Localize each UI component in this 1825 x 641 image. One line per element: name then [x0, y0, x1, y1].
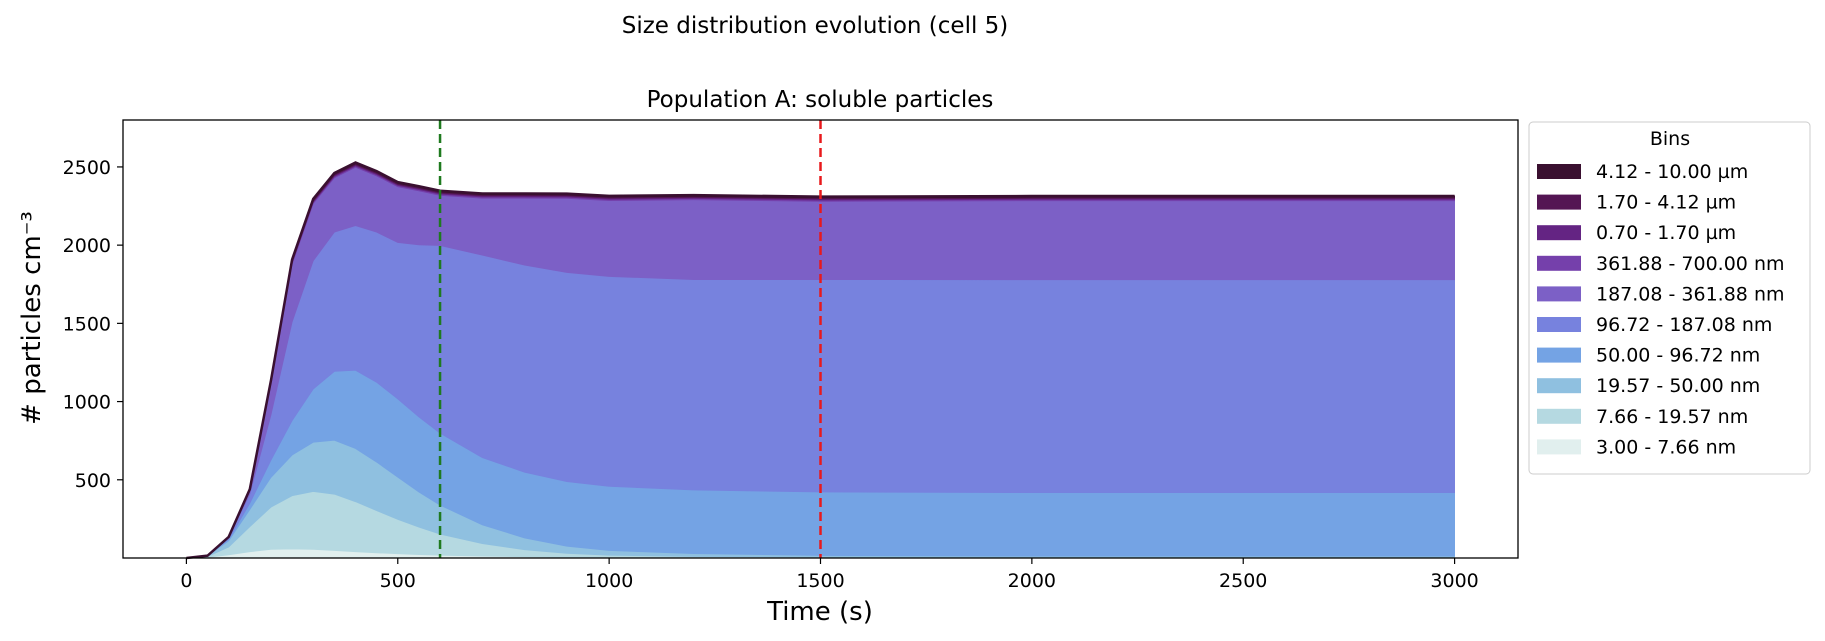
x-tick-label: 2000 [1008, 570, 1056, 592]
y-tick-label: 2000 [63, 235, 111, 257]
legend-swatch [1537, 317, 1581, 332]
y-tick-label: 2500 [63, 157, 111, 179]
legend-label: 1.70 - 4.12 µm [1596, 192, 1736, 214]
y-tick-label: 500 [75, 470, 111, 492]
legend-title: Bins [1650, 128, 1690, 150]
legend-label: 3.00 - 7.66 nm [1596, 436, 1736, 458]
legend-label: 19.57 - 50.00 nm [1596, 375, 1760, 397]
legend-items: 4.12 - 10.00 µm 1.70 - 4.12 µm 0.70 - 1.70… [1537, 161, 1785, 458]
reference-lines [438, 120, 822, 558]
total-outline [186, 161, 1455, 560]
x-axis-ticks: 0 500 1000 1500 2000 2500 3000 [180, 558, 1479, 592]
x-tick-label: 1000 [585, 570, 633, 592]
legend-swatch [1537, 408, 1581, 424]
legend-label: 96.72 - 187.08 nm [1596, 314, 1772, 336]
legend-swatch [1537, 439, 1581, 455]
x-axis-label: Time (s) [766, 597, 873, 627]
x-tick-label: 3000 [1430, 570, 1478, 592]
legend-label: 187.08 - 361.88 nm [1596, 283, 1785, 305]
legend-frame [1528, 121, 1811, 475]
chart-title: Population A: soluble particles [647, 87, 994, 113]
legend-label: 50.00 - 96.72 nm [1596, 345, 1760, 367]
legend-swatch [1537, 164, 1581, 179]
legend: Bins 4.12 - 10.00 µm 1.70 - 4.12 µm 0.70 -… [1528, 121, 1811, 475]
y-tick-label: 1000 [63, 392, 111, 414]
legend-swatch [1537, 225, 1581, 241]
figure-suptitle: Size distribution evolution (cell 5) [622, 13, 1009, 39]
legend-swatch [1537, 347, 1581, 363]
legend-swatch [1537, 378, 1581, 394]
legend-label: 7.66 - 19.57 nm [1596, 406, 1748, 428]
y-axis-label: # particles cm⁻³ [17, 211, 47, 425]
legend-swatch [1537, 255, 1581, 271]
y-axis-ticks: 500 1000 1500 2000 2500 [63, 157, 123, 492]
x-tick-label: 500 [380, 570, 416, 592]
legend-label: 361.88 - 700.00 nm [1596, 253, 1785, 275]
x-tick-label: 2500 [1219, 570, 1267, 592]
x-tick-label: 0 [180, 570, 192, 592]
legend-label: 4.12 - 10.00 µm [1596, 161, 1748, 183]
y-tick-label: 1500 [63, 313, 111, 335]
x-tick-label: 1500 [796, 570, 844, 592]
legend-swatch [1537, 194, 1581, 210]
legend-label: 0.70 - 1.70 µm [1596, 222, 1736, 244]
legend-swatch [1537, 286, 1581, 302]
